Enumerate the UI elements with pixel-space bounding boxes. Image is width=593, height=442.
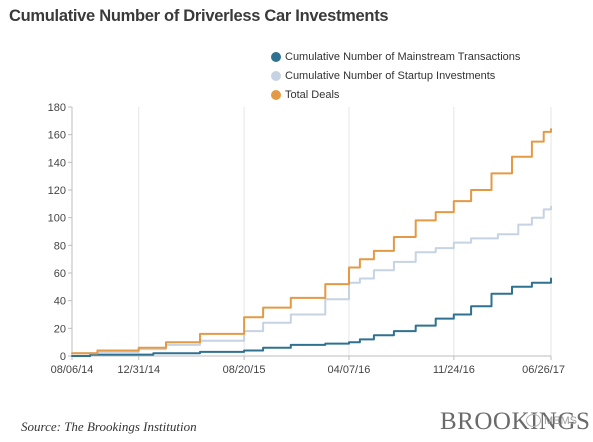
y-tick-label: 140 [48, 157, 66, 169]
source-note: Source: The Brookings Institution [21, 419, 197, 434]
legend-item-mainstream[interactable]: Cumulative Number of Mainstream Transact… [271, 47, 520, 66]
legend-label-startup: Cumulative Number of Startup Investments [285, 69, 496, 82]
x-tick-label: 08/06/14 [51, 364, 94, 376]
series-total-line [71, 128, 552, 355]
legend-label-mainstream: Cumulative Number of Mainstream Transact… [285, 50, 521, 63]
watermark-text: MEMS [544, 415, 577, 427]
series-startup-line [71, 205, 552, 355]
legend-label-total: Total Deals [285, 88, 340, 101]
legend-swatch-startup [271, 70, 281, 81]
y-tick-label: 40 [54, 296, 66, 308]
chart-legend: Cumulative Number of Mainstream Transact… [271, 47, 520, 104]
y-tick-label: 80 [54, 240, 66, 252]
chart-title: Cumulative Number of Driverless Car Inve… [9, 7, 389, 25]
y-tick-label: 160 [48, 130, 66, 142]
y-tick-label: 60 [54, 268, 66, 280]
legend-swatch-mainstream [271, 51, 281, 62]
legend-item-total[interactable]: Total Deals [271, 85, 520, 104]
x-tick-label: 06/26/17 [522, 364, 565, 376]
y-tick-label: 180 [48, 102, 66, 114]
x-tick-label: 11/24/16 [433, 364, 475, 376]
series-mainstream-line [71, 277, 552, 357]
wechat-icon [526, 414, 541, 427]
y-tick-label: 120 [48, 185, 66, 197]
y-tick-label: 100 [48, 213, 66, 225]
legend-item-startup[interactable]: Cumulative Number of Startup Investments [271, 66, 520, 85]
y-tick-label: 0 [60, 351, 66, 363]
legend-swatch-total [271, 89, 281, 100]
y-tick-label: 20 [54, 323, 66, 335]
x-tick-label: 12/31/14 [117, 364, 160, 376]
x-tick-label: 08/20/15 [223, 364, 266, 376]
brookings-logo: BROOKINGS [440, 408, 591, 435]
x-tick-label: 04/07/16 [328, 364, 371, 376]
